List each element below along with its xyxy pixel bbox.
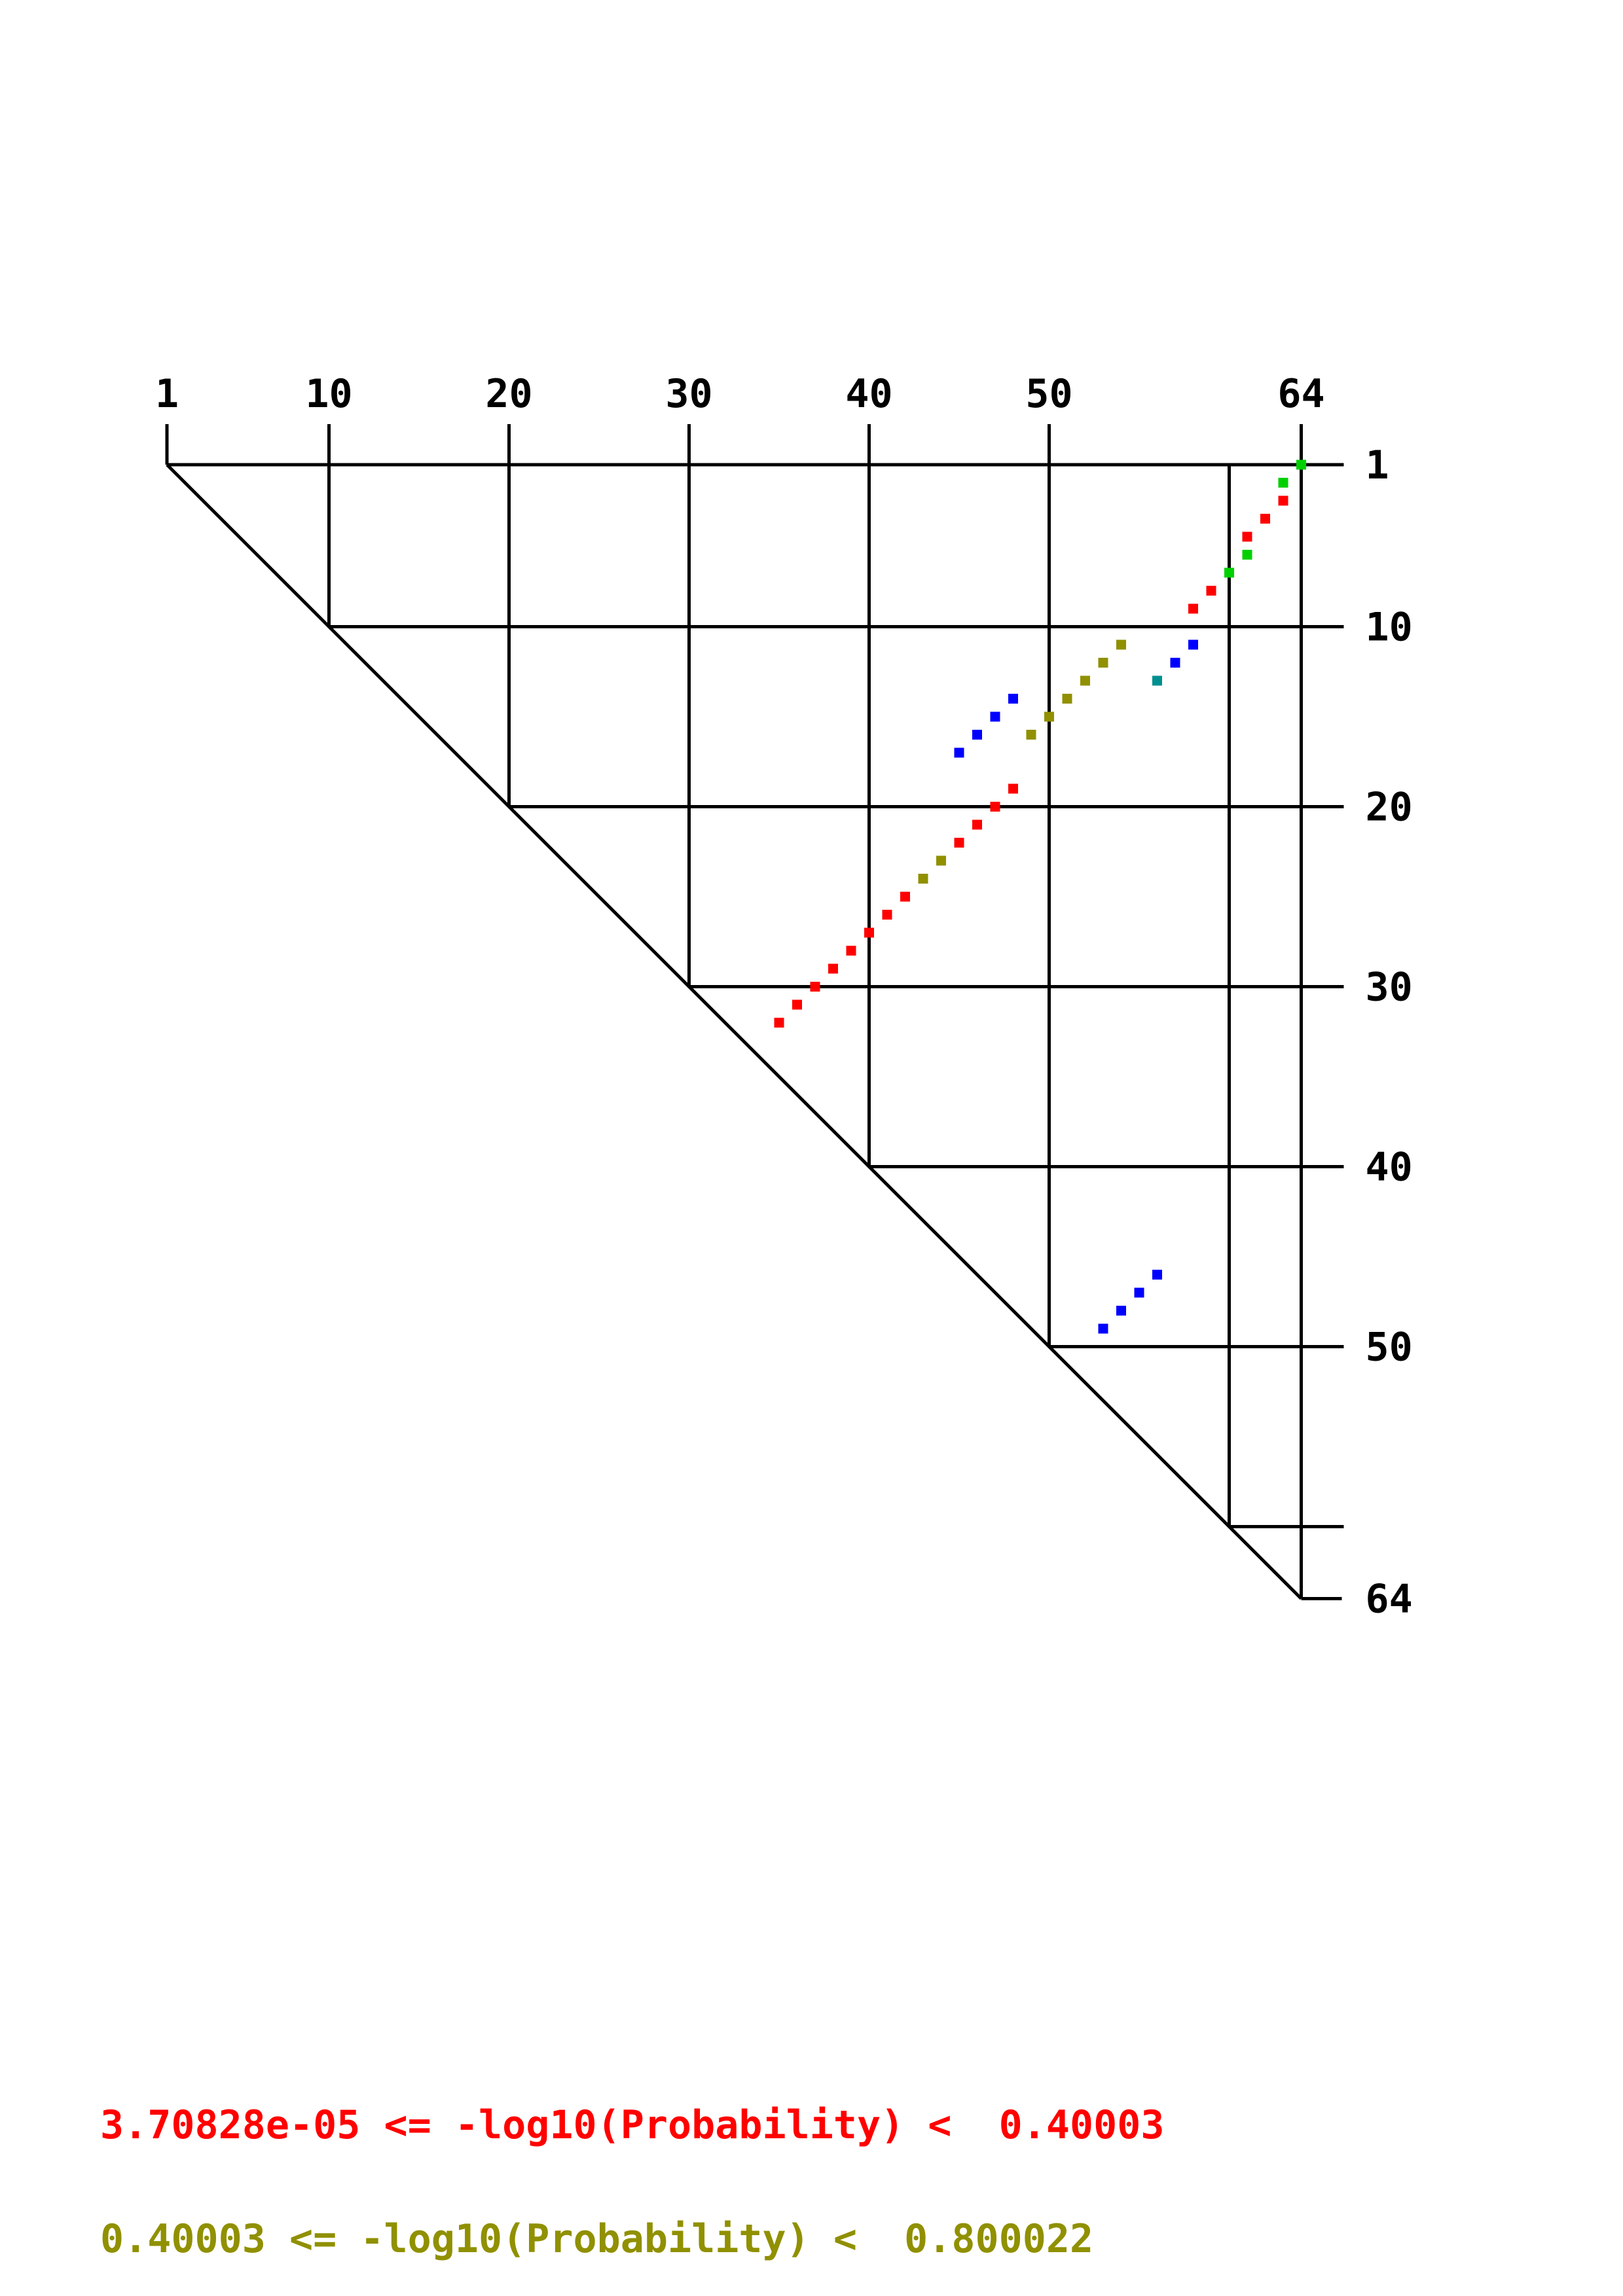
probability-dot [828, 963, 838, 974]
diagonal-line [166, 463, 1303, 1600]
probability-dot [1242, 531, 1252, 542]
x-tick-label: 50 [1025, 371, 1072, 417]
y-tick-label: 20 [1366, 785, 1413, 831]
probability-dot [1278, 478, 1288, 488]
probability-dot [1080, 675, 1090, 686]
probability-dot [1098, 1323, 1108, 1334]
probability-dot [1008, 694, 1018, 704]
probability-dot [774, 1018, 784, 1028]
y-tick-label: 30 [1366, 965, 1413, 1011]
legend-range-2: 0.40003 <= -log10(Probability) < 0.80002… [100, 2216, 1094, 2262]
y-tick-label: 1 [1366, 442, 1389, 488]
y-tick-label: 50 [1366, 1325, 1413, 1371]
y-tick-label: 10 [1366, 605, 1413, 651]
x-tick-label: 30 [665, 371, 712, 417]
probability-dot [936, 855, 946, 866]
probability-dot [954, 838, 964, 848]
x-tick-label: 64 [1277, 371, 1324, 417]
probability-dot [864, 927, 874, 938]
x-tick-label: 20 [485, 371, 532, 417]
probability-dot [1062, 694, 1072, 704]
probability-dot [1296, 459, 1306, 470]
probability-dot [810, 982, 820, 992]
probability-dot [900, 891, 910, 902]
probability-dot [1026, 730, 1036, 740]
legend: 3.70828e-05 <= -log10(Probability) < 0.4… [100, 2030, 1165, 2296]
legend-range-1: 3.70828e-05 <= -log10(Probability) < 0.4… [100, 2102, 1165, 2148]
probability-dot [1008, 783, 1018, 794]
probability-dot [1170, 658, 1180, 668]
probability-dot [1044, 711, 1054, 722]
probability-dot [954, 747, 964, 758]
probability-dot [1224, 567, 1234, 578]
probability-dot [990, 711, 1000, 722]
x-tick-label: 40 [845, 371, 892, 417]
probability-dot [1098, 658, 1108, 668]
x-tick-label: 10 [305, 371, 352, 417]
x-tick-label: 1 [155, 371, 179, 417]
probability-dot [918, 874, 928, 884]
y-tick-label: 64 [1366, 1577, 1413, 1623]
probability-dot [882, 910, 892, 920]
probability-dot [972, 730, 982, 740]
probability-dot [1278, 495, 1288, 506]
probability-dot [1206, 586, 1216, 596]
y-tick-label: 40 [1366, 1145, 1413, 1191]
probability-dot [1188, 639, 1198, 650]
probability-dot [846, 946, 856, 956]
probability-dot [1152, 1270, 1162, 1280]
probability-dot [990, 802, 1000, 812]
probability-dot [1116, 1306, 1126, 1316]
probability-dot [972, 819, 982, 830]
probability-dot [1116, 639, 1126, 650]
probability-dot [1152, 675, 1162, 686]
probability-dot [1134, 1287, 1144, 1298]
probability-dot [792, 999, 802, 1010]
probability-dot [1260, 514, 1270, 524]
probability-dot [1188, 603, 1198, 614]
probability-dot [1242, 550, 1252, 560]
